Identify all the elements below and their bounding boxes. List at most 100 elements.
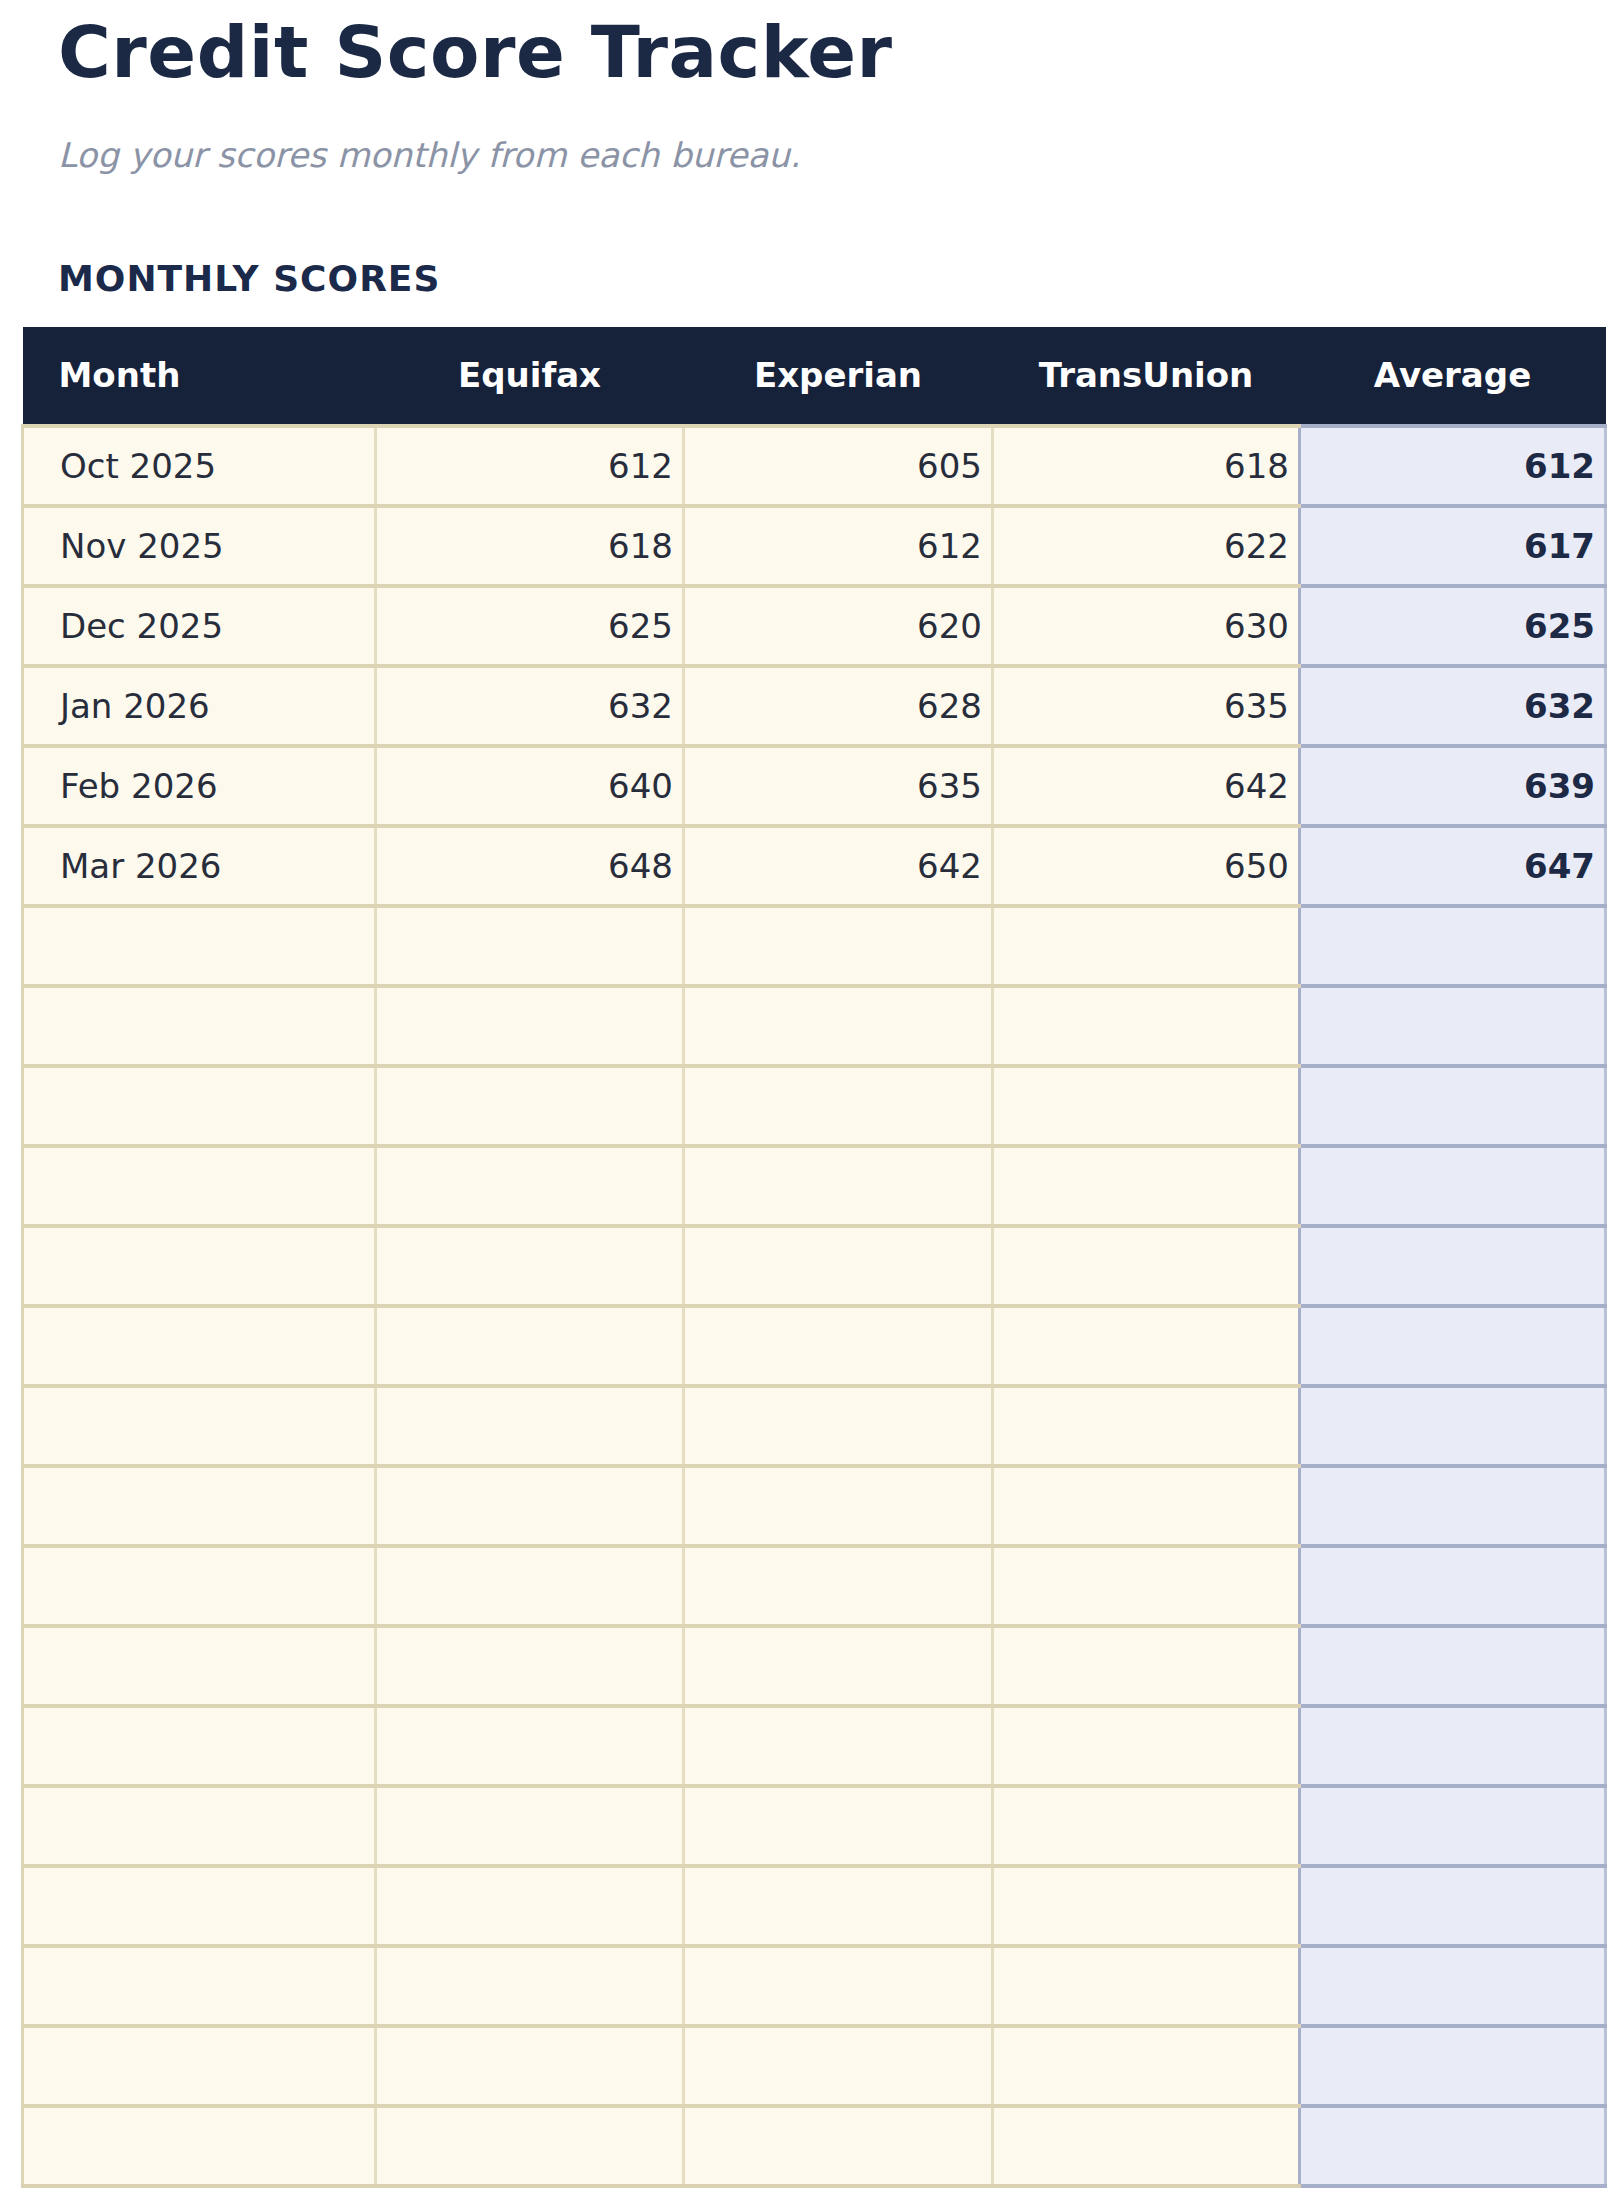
equifax-score-cell <box>376 2106 684 2186</box>
transunion-score-cell <box>993 1466 1300 1546</box>
month-cell <box>23 1546 376 1626</box>
transunion-score-cell <box>993 906 1300 986</box>
table-row-empty <box>23 1066 1606 1146</box>
table-row: Mar 2026648642650647 <box>23 826 1606 906</box>
table-row-empty <box>23 1946 1606 2026</box>
average-score-cell: 632 <box>1300 666 1606 746</box>
average-score-cell <box>1300 1466 1606 1546</box>
transunion-score-cell: 622 <box>993 506 1300 586</box>
transunion-score-cell <box>993 1146 1300 1226</box>
table-row-empty <box>23 1706 1606 1786</box>
average-score-cell <box>1300 2026 1606 2106</box>
average-score-cell <box>1300 1866 1606 1946</box>
transunion-score-cell <box>993 986 1300 1066</box>
equifax-score-cell <box>376 1626 684 1706</box>
equifax-score-cell <box>376 1306 684 1386</box>
month-cell <box>23 1066 376 1146</box>
month-cell: Jan 2026 <box>23 666 376 746</box>
month-cell <box>23 1146 376 1226</box>
experian-score-cell <box>684 906 993 986</box>
experian-score-cell <box>684 1786 993 1866</box>
table-row-empty <box>23 1866 1606 1946</box>
table-row-empty <box>23 1786 1606 1866</box>
transunion-score-cell <box>993 1226 1300 1306</box>
transunion-score-cell: 630 <box>993 586 1300 666</box>
average-score-cell: 617 <box>1300 506 1606 586</box>
transunion-score-cell <box>993 1866 1300 1946</box>
average-score-cell <box>1300 1786 1606 1866</box>
month-cell <box>23 1786 376 1866</box>
page-subtitle: Log your scores monthly from each bureau… <box>58 135 1623 176</box>
equifax-score-cell <box>376 1786 684 1866</box>
table-row-empty <box>23 2026 1606 2106</box>
average-score-cell <box>1300 2106 1606 2186</box>
average-score-cell <box>1300 1546 1606 1626</box>
section-label-monthly-scores: MONTHLY SCORES <box>58 257 1623 300</box>
month-cell <box>23 1626 376 1706</box>
transunion-score-cell <box>993 2106 1300 2186</box>
table-row: Nov 2025618612622617 <box>23 506 1606 586</box>
table-row-empty <box>23 906 1606 986</box>
experian-score-cell <box>684 1706 993 1786</box>
experian-score-cell: 635 <box>684 746 993 826</box>
month-cell <box>23 1866 376 1946</box>
equifax-score-cell: 612 <box>376 426 684 506</box>
transunion-score-cell: 618 <box>993 426 1300 506</box>
transunion-score-cell <box>993 1546 1300 1626</box>
equifax-score-cell: 632 <box>376 666 684 746</box>
average-score-cell <box>1300 1066 1606 1146</box>
average-score-cell <box>1300 906 1606 986</box>
experian-score-cell: 612 <box>684 506 993 586</box>
table-row-empty <box>23 1386 1606 1466</box>
table-row: Dec 2025625620630625 <box>23 586 1606 666</box>
experian-score-cell: 605 <box>684 426 993 506</box>
transunion-score-cell <box>993 1946 1300 2026</box>
table-row-empty <box>23 1626 1606 1706</box>
average-score-cell: 639 <box>1300 746 1606 826</box>
experian-score-cell <box>684 2106 993 2186</box>
table-row-empty <box>23 2106 1606 2186</box>
experian-score-cell <box>684 1866 993 1946</box>
experian-score-cell <box>684 1546 993 1626</box>
transunion-score-cell: 642 <box>993 746 1300 826</box>
average-score-cell <box>1300 1626 1606 1706</box>
average-score-cell: 612 <box>1300 426 1606 506</box>
equifax-score-cell <box>376 1146 684 1226</box>
transunion-score-cell <box>993 2026 1300 2106</box>
table-row-empty <box>23 1466 1606 1546</box>
equifax-score-cell <box>376 1386 684 1466</box>
experian-score-cell <box>684 1306 993 1386</box>
average-score-cell <box>1300 1706 1606 1786</box>
experian-score-cell <box>684 1466 993 1546</box>
experian-score-cell <box>684 1146 993 1226</box>
equifax-score-cell <box>376 2026 684 2106</box>
experian-score-cell: 628 <box>684 666 993 746</box>
equifax-score-cell <box>376 1546 684 1626</box>
table-row: Jan 2026632628635632 <box>23 666 1606 746</box>
month-cell <box>23 1946 376 2026</box>
table-row-empty <box>23 1306 1606 1386</box>
column-header-average: Average <box>1300 327 1606 426</box>
average-score-cell <box>1300 1146 1606 1226</box>
equifax-score-cell: 618 <box>376 506 684 586</box>
average-score-cell <box>1300 1226 1606 1306</box>
column-header-experian: Experian <box>684 327 993 426</box>
average-score-cell <box>1300 1386 1606 1466</box>
month-cell: Feb 2026 <box>23 746 376 826</box>
month-cell <box>23 1706 376 1786</box>
transunion-score-cell: 635 <box>993 666 1300 746</box>
experian-score-cell <box>684 1626 993 1706</box>
equifax-score-cell: 648 <box>376 826 684 906</box>
equifax-score-cell <box>376 1466 684 1546</box>
month-cell <box>23 1386 376 1466</box>
month-cell <box>23 1306 376 1386</box>
month-cell <box>23 1466 376 1546</box>
transunion-score-cell <box>993 1066 1300 1146</box>
month-cell <box>23 1226 376 1306</box>
table-row-empty <box>23 1226 1606 1306</box>
experian-score-cell: 620 <box>684 586 993 666</box>
column-header-transunion: TransUnion <box>993 327 1300 426</box>
monthly-scores-table: Month Equifax Experian TransUnion Averag… <box>21 327 1607 2188</box>
table-row: Feb 2026640635642639 <box>23 746 1606 826</box>
equifax-score-cell <box>376 1866 684 1946</box>
